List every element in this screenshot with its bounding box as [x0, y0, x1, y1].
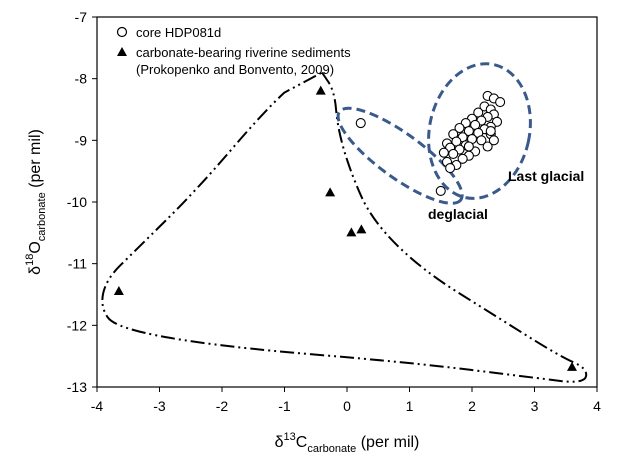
legend-triangle-marker	[117, 47, 127, 56]
last-glacial-enclosure	[427, 62, 532, 200]
riverine-data-point	[346, 227, 357, 237]
y-tick-label: -10	[67, 194, 87, 210]
legend-label-core: core HDP081d	[136, 25, 221, 40]
enclosures	[101, 62, 588, 383]
core-data-point	[448, 148, 459, 159]
legend: core HDP081d carbonate-bearing riverine …	[116, 25, 351, 77]
core-data-point	[454, 122, 465, 134]
riverine-data-point	[325, 187, 336, 197]
x-tick-label: 4	[593, 398, 601, 414]
core-data-point	[457, 153, 468, 164]
deglacial-enclosure	[336, 106, 464, 205]
x-tick-label: -4	[91, 398, 104, 414]
x-tick-label: 1	[406, 398, 414, 414]
core-data-point	[355, 118, 366, 129]
core-data-point	[438, 147, 449, 158]
riverine-data-point	[315, 85, 326, 95]
x-axis-ticks: -4 -3 -2 -1 0 1 2 3 4	[91, 387, 601, 414]
x-tick-label: -3	[153, 398, 166, 414]
core-data-point	[435, 185, 446, 196]
x-tick-label: 0	[343, 398, 351, 414]
legend-circle-marker	[116, 26, 128, 38]
y-tick-label: -11	[68, 256, 87, 272]
riverine-data-point	[567, 361, 577, 371]
x-tick-label: 2	[468, 398, 476, 414]
x-tick-label: -1	[278, 398, 291, 414]
x-tick-label: 3	[531, 398, 539, 414]
y-axis-ticks: -7 -8 -9 -10 -11 -12 -13	[67, 9, 97, 395]
y-tick-label: -13	[67, 379, 87, 395]
core-data-point	[463, 141, 474, 152]
y-axis-title: δ18Ocarbonate (per mil)	[24, 129, 48, 275]
riverine-enclosure-outline	[101, 71, 588, 383]
core-data-point	[445, 163, 456, 174]
riverine-data-point	[356, 224, 367, 234]
core-data-point	[488, 135, 499, 146]
legend-label-riverine-citation: (Prokopenko and Bonvento, 2009)	[136, 62, 334, 77]
x-tick-label: -2	[216, 398, 229, 414]
annotation-last-glacial: Last glacial	[508, 168, 584, 184]
y-tick-label: -7	[75, 9, 88, 25]
core-data-point	[482, 141, 493, 152]
legend-label-riverine: carbonate-bearing riverine sediments	[136, 45, 351, 60]
data-markers	[113, 85, 577, 371]
riverine-data-point	[113, 286, 124, 296]
core-data-point	[476, 135, 487, 146]
y-tick-label: -8	[75, 71, 88, 87]
annotation-deglacial: deglacial	[428, 206, 488, 222]
core-data-point	[485, 126, 496, 137]
x-axis-title: δ13Ccarbonate (per mil)	[275, 431, 420, 455]
y-tick-label: -12	[67, 317, 87, 333]
y-tick-label: -9	[75, 132, 88, 148]
core-data-point	[495, 97, 506, 108]
